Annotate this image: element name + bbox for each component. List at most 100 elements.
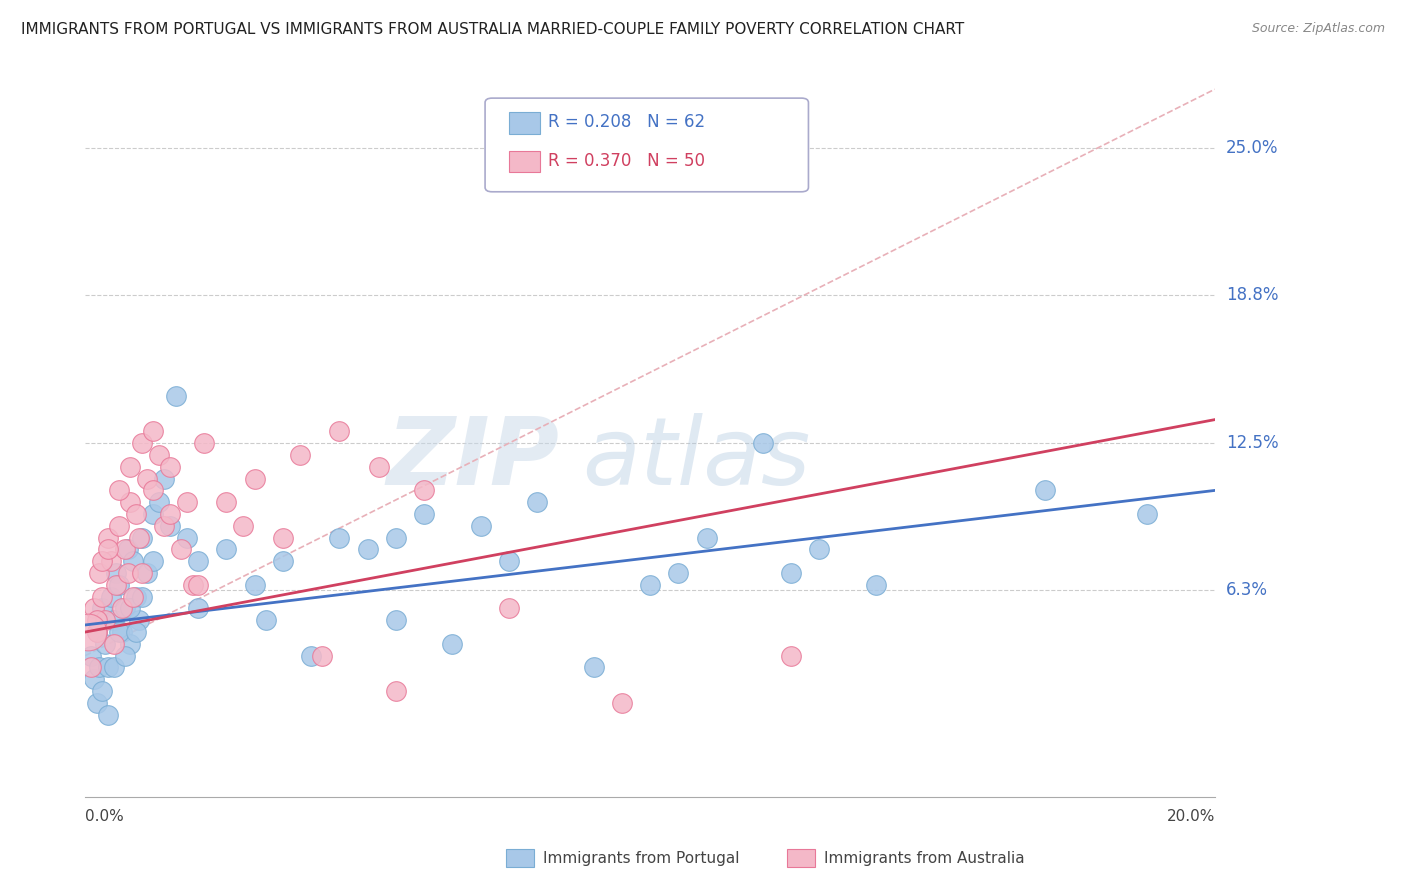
Point	[187, 578, 209, 592]
Point	[159, 507, 181, 521]
Point	[114, 648, 136, 663]
Point	[357, 542, 380, 557]
Point	[83, 601, 105, 615]
Point	[159, 518, 181, 533]
Text: 25.0%: 25.0%	[1226, 139, 1278, 157]
Point	[111, 601, 134, 615]
Point	[187, 601, 209, 615]
Point	[120, 637, 142, 651]
Point	[865, 578, 887, 592]
Point	[498, 554, 520, 568]
Point	[103, 660, 125, 674]
Point	[413, 483, 436, 498]
Point	[142, 554, 165, 568]
Point	[413, 507, 436, 521]
Point	[187, 554, 209, 568]
Point	[94, 613, 117, 627]
Text: Immigrants from Australia: Immigrants from Australia	[824, 851, 1025, 865]
Point	[120, 601, 142, 615]
Point	[610, 696, 633, 710]
Point	[368, 459, 391, 474]
Text: ZIP: ZIP	[387, 413, 560, 505]
Point	[128, 613, 150, 627]
Point	[97, 542, 120, 557]
Point	[441, 637, 464, 651]
Point	[193, 436, 215, 450]
Point	[97, 707, 120, 722]
Point	[117, 542, 139, 557]
Point	[271, 554, 294, 568]
Text: IMMIGRANTS FROM PORTUGAL VS IMMIGRANTS FROM AUSTRALIA MARRIED-COUPLE FAMILY POVE: IMMIGRANTS FROM PORTUGAL VS IMMIGRANTS F…	[21, 22, 965, 37]
Point	[86, 625, 108, 640]
Text: R = 0.370   N = 50: R = 0.370 N = 50	[548, 152, 706, 169]
Point	[666, 566, 689, 580]
Point	[111, 625, 134, 640]
Point	[271, 531, 294, 545]
Point	[328, 531, 350, 545]
Point	[159, 459, 181, 474]
Point	[89, 566, 111, 580]
Point	[215, 495, 238, 509]
Point	[125, 590, 148, 604]
Point	[638, 578, 661, 592]
Point	[181, 578, 204, 592]
Point	[94, 637, 117, 651]
Point	[86, 625, 108, 640]
Point	[114, 601, 136, 615]
Point	[243, 578, 266, 592]
Point	[108, 518, 131, 533]
Point	[696, 531, 718, 545]
Point	[153, 518, 176, 533]
Point	[117, 566, 139, 580]
Point	[125, 625, 148, 640]
Point	[103, 637, 125, 651]
Point	[108, 625, 131, 640]
Point	[125, 507, 148, 521]
Point	[77, 625, 100, 640]
Text: atlas: atlas	[582, 413, 810, 504]
Point	[808, 542, 831, 557]
Point	[131, 531, 153, 545]
Point	[136, 472, 159, 486]
Point	[91, 590, 114, 604]
Point	[148, 495, 170, 509]
Point	[114, 542, 136, 557]
Point	[498, 601, 520, 615]
Point	[83, 672, 105, 686]
Point	[243, 472, 266, 486]
Point	[526, 495, 548, 509]
Text: R = 0.208   N = 62: R = 0.208 N = 62	[548, 113, 706, 131]
Point	[780, 648, 803, 663]
Point	[136, 566, 159, 580]
Point	[131, 566, 153, 580]
Point	[80, 660, 103, 674]
Point	[97, 531, 120, 545]
Point	[89, 660, 111, 674]
Point	[100, 554, 122, 568]
Point	[80, 648, 103, 663]
Point	[299, 648, 322, 663]
Point	[328, 425, 350, 439]
Point	[108, 578, 131, 592]
Point	[105, 578, 128, 592]
Point	[91, 684, 114, 698]
Point	[148, 448, 170, 462]
Point	[142, 483, 165, 498]
Point	[176, 495, 198, 509]
Point	[103, 613, 125, 627]
Point	[142, 425, 165, 439]
Point	[752, 436, 775, 450]
Point	[131, 590, 153, 604]
Text: Source: ZipAtlas.com: Source: ZipAtlas.com	[1251, 22, 1385, 36]
Point	[100, 590, 122, 604]
Point	[165, 389, 187, 403]
Point	[254, 613, 277, 627]
Text: 12.5%: 12.5%	[1226, 434, 1278, 452]
Point	[105, 566, 128, 580]
Point	[86, 613, 108, 627]
Text: 20.0%: 20.0%	[1167, 809, 1215, 824]
Point	[385, 684, 408, 698]
Point	[215, 542, 238, 557]
Point	[176, 531, 198, 545]
Point	[91, 601, 114, 615]
